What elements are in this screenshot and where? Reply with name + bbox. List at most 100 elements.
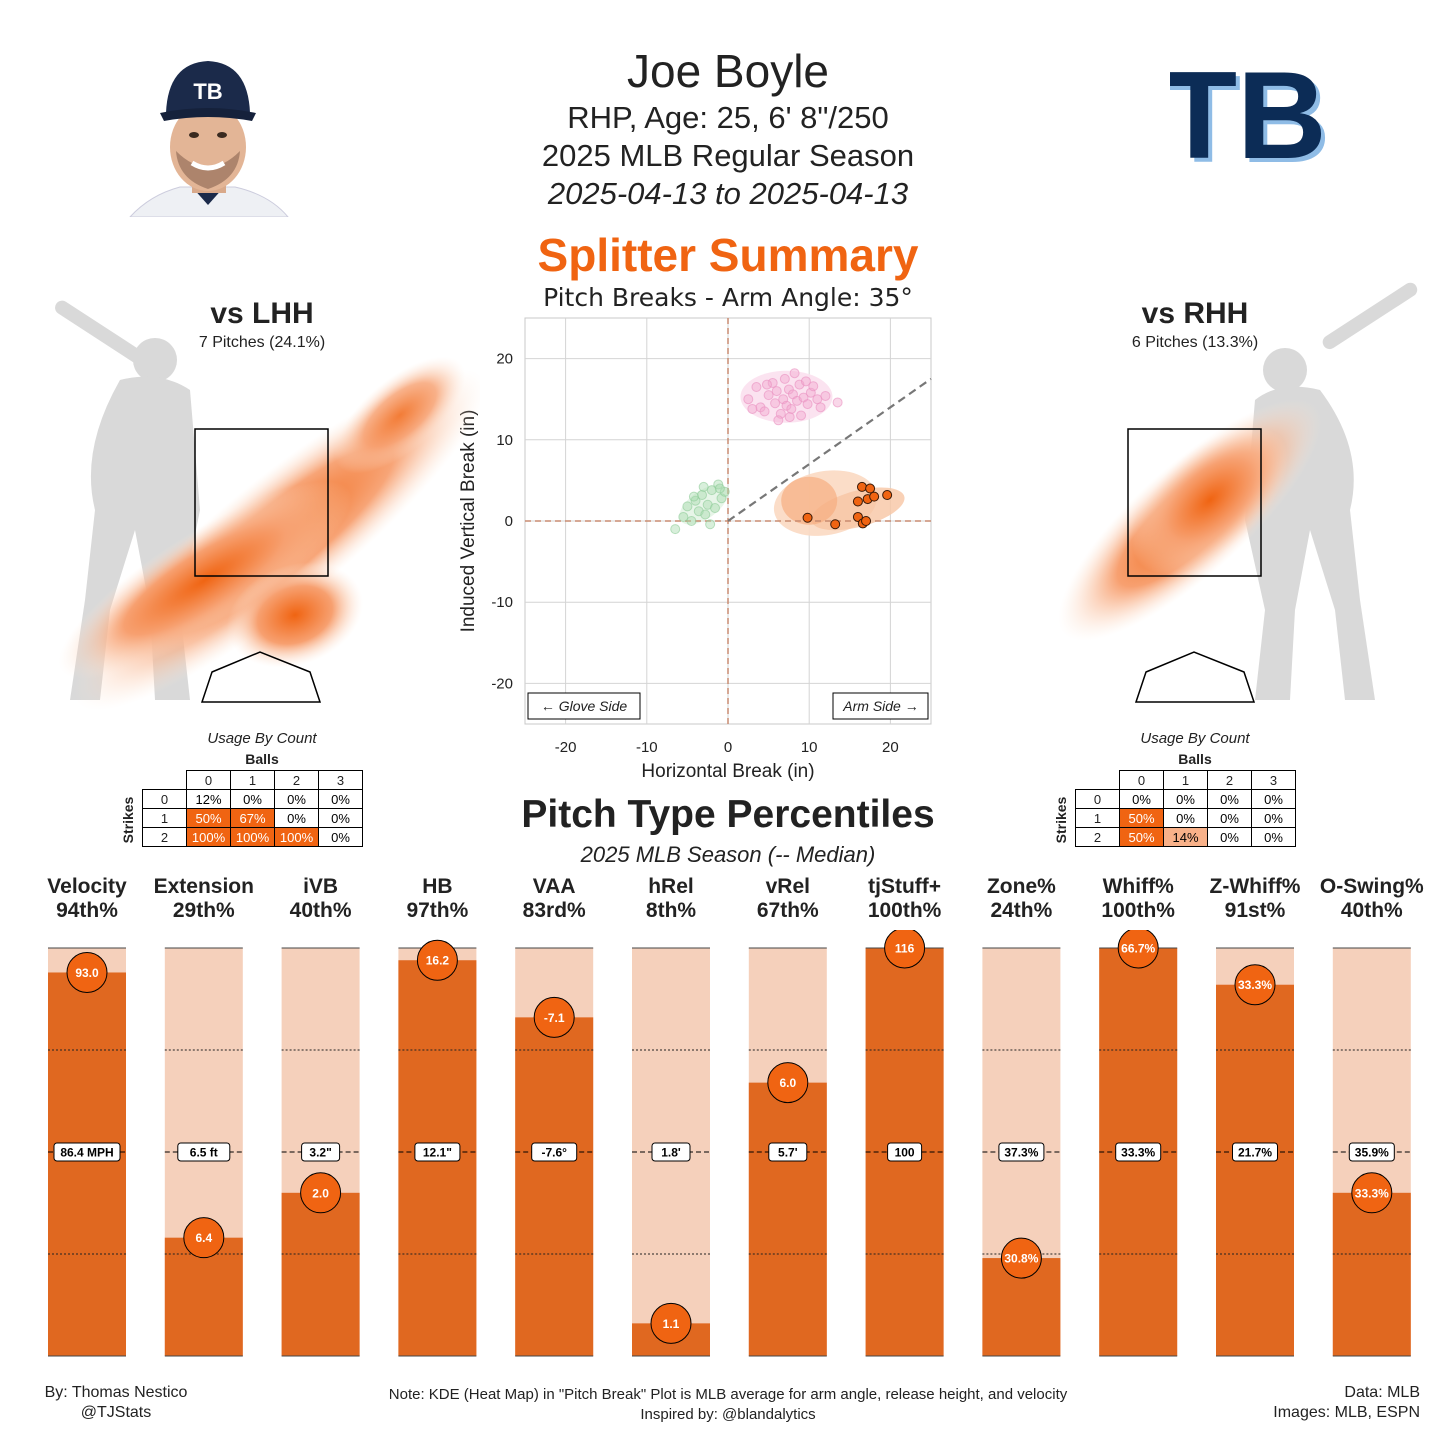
metric-percentile: 29th% (172, 899, 235, 922)
other-pitch-point (697, 490, 708, 501)
fastball-point (786, 403, 797, 414)
strike-zone (194, 428, 329, 577)
splitter-point (869, 491, 880, 502)
usage-cell: 0% (274, 808, 319, 828)
fastball-point (743, 394, 754, 405)
arm-side-label: Arm Side → (842, 698, 918, 714)
percentile-bar-fill (1216, 984, 1294, 1356)
other-pitch-point (698, 481, 709, 492)
usage-ball-header: 2 (1207, 770, 1252, 790)
metric-name: Extension (153, 875, 254, 898)
metric-percentile: 40th% (289, 899, 352, 922)
median-label: 37.3% (1004, 1146, 1038, 1160)
fastball-point (759, 406, 770, 417)
usage-cell: 50% (1119, 827, 1164, 847)
x-tick-label: 10 (801, 739, 818, 756)
y-tick-label: -20 (491, 675, 513, 692)
metric-value-label: 6.4 (195, 1231, 212, 1245)
arm-side-annotation: Arm Side → (832, 692, 929, 720)
usage-cell: 0% (1251, 827, 1296, 847)
vs-lhh-subtitle: 7 Pitches (24.1%) (198, 334, 326, 351)
fastball-point (761, 379, 772, 390)
x-tick-label: -20 (555, 739, 577, 756)
median-label-box (414, 1142, 461, 1162)
metric-header: HB 97th% (377, 875, 497, 923)
metric-value-label: 6.0 (779, 1076, 796, 1090)
metric-percentile: 100th% (1101, 899, 1175, 922)
other-pitch-point (714, 483, 725, 494)
percentile-bar-fill (515, 1017, 594, 1356)
metric-header: hRel 8th% (611, 875, 731, 923)
metric-value-label: 2.0 (312, 1186, 329, 1200)
fastball-point (747, 403, 758, 414)
percentile-bar-fill (281, 1192, 360, 1356)
percentile-bar-fill (1332, 1192, 1411, 1356)
median-label-box (1348, 1142, 1395, 1162)
fastball-point (815, 402, 826, 413)
lhh-kde (58, 356, 480, 711)
usage-strike-header: 2 (1075, 827, 1120, 847)
rhh-heatmap (1058, 282, 1418, 703)
metric-percentile: 94th% (56, 899, 118, 922)
fastball-point (751, 382, 762, 393)
usage-ball-header: 2 (274, 770, 319, 790)
median-label: -7.6° (541, 1146, 567, 1160)
splitter-point (856, 481, 867, 492)
metric-value-marker (300, 1172, 342, 1214)
metric-percentile: 91st% (1224, 899, 1286, 922)
percentile-bar-group: 5.7' 6.0 (748, 947, 827, 1357)
break-chart-title: Pitch Breaks - Arm Angle: 35° (543, 283, 913, 312)
other-pitch-point (678, 511, 689, 522)
median-label-box (53, 1142, 121, 1162)
splitter-point (852, 496, 863, 507)
median-label: 35.9% (1355, 1146, 1389, 1160)
home-plate (200, 651, 322, 703)
metric-value-marker (884, 930, 926, 969)
x-tick-label: 20 (882, 739, 899, 756)
median-label-box (531, 1142, 578, 1162)
other-pitch-point (670, 524, 681, 535)
splitter-point (830, 519, 841, 530)
usage-corner (1076, 771, 1120, 790)
team-logo-text: TB (1170, 58, 1327, 185)
metric-header: Extension 29th% (144, 875, 264, 923)
x-tick-label: 0 (724, 739, 732, 756)
usage-cell: 0% (1207, 808, 1252, 828)
usage-balls-label-lhh: Balls (245, 751, 279, 767)
metric-name: iVB (303, 875, 339, 898)
player-headshot: TB (129, 61, 289, 217)
metric-name: hRel (648, 875, 694, 898)
usage-ball-header: 3 (1251, 770, 1296, 790)
lhh-heatmap (55, 300, 480, 711)
fastball-point (763, 390, 774, 401)
usage-cell: 0% (1207, 827, 1252, 847)
median-label: 1.8' (661, 1146, 681, 1160)
splitter-point (865, 483, 876, 494)
metric-name: Z-Whiff% (1209, 875, 1301, 898)
usage-ball-header: 0 (186, 770, 231, 790)
fastball-point (796, 410, 807, 421)
footer-note: Note: KDE (Heat Map) in "Pitch Break" Pl… (388, 1386, 1068, 1403)
median-label-box (177, 1142, 231, 1162)
metric-value-label: 33.3% (1355, 1186, 1389, 1200)
metric-value-marker (767, 1062, 809, 1104)
metric-percentile: 40th% (1340, 899, 1403, 922)
metric-value-label: -7.1 (544, 1011, 565, 1025)
fastball-point (771, 386, 782, 397)
usage-table-rhh: 0 1 2 3 0 0% 0% 0% 0% 1 50% 0% 0% 0% 2 50% 14% 0% 0% (1075, 770, 1296, 847)
metric-header: Zone% 24th% (961, 875, 1081, 923)
metric-value-marker (1234, 964, 1276, 1006)
usage-caption-lhh: Usage By Count (207, 730, 317, 747)
metric-value-label: 1.1 (663, 1317, 680, 1331)
usage-cell: 12% (186, 789, 231, 809)
percentile-bar-group: 1.8' 1.1 (632, 947, 710, 1357)
usage-cell: 0% (274, 789, 319, 809)
metric-name: Velocity (47, 875, 127, 898)
other-pitch-point (686, 516, 697, 526)
glove-side-label: ← Glove Side (541, 698, 628, 714)
metric-value-marker (416, 939, 458, 981)
metric-header: iVB 40th% (261, 875, 381, 923)
summary-title: Splitter Summary (537, 229, 919, 281)
season-label: 2025 MLB Regular Season (541, 138, 915, 173)
footer-data-source: Data: MLB (1344, 1384, 1420, 1401)
